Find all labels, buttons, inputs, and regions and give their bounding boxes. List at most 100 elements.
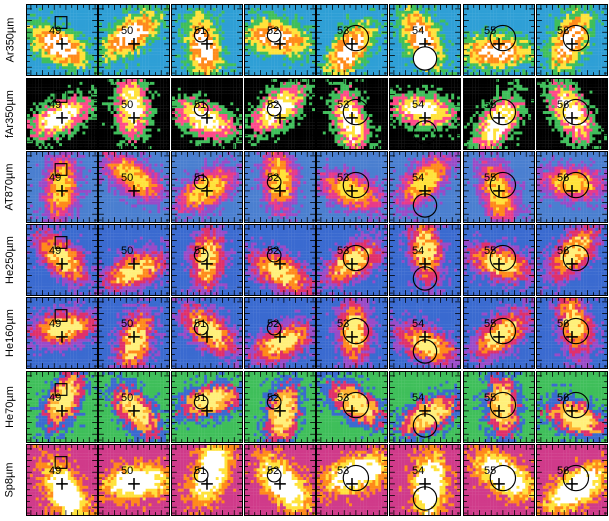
intensity-map bbox=[245, 152, 315, 222]
image-panel: 54 bbox=[389, 78, 461, 150]
square-marker bbox=[54, 90, 68, 103]
panel-overlay bbox=[317, 152, 387, 222]
intensity-map bbox=[99, 445, 169, 515]
square-marker bbox=[54, 383, 68, 396]
panel-overlay bbox=[27, 79, 97, 149]
row-label: He250µm bbox=[0, 224, 20, 296]
panel-number: 50 bbox=[121, 393, 133, 404]
panel-overlay bbox=[537, 372, 607, 442]
image-panel: 49 bbox=[26, 78, 98, 150]
circle-marker bbox=[193, 101, 209, 117]
image-panel: 49 bbox=[26, 371, 98, 443]
image-panel: 55 bbox=[463, 297, 535, 369]
circle-marker bbox=[562, 317, 590, 345]
panel-overlay bbox=[172, 225, 242, 295]
panel-number: 56 bbox=[557, 173, 569, 184]
panel-overlay bbox=[537, 225, 607, 295]
panel-overlay bbox=[464, 445, 534, 515]
image-panel: 53 bbox=[316, 151, 388, 223]
panel-overlay bbox=[27, 225, 97, 295]
image-panel: 53 bbox=[316, 78, 388, 150]
image-panel: 54 bbox=[389, 224, 461, 296]
circle-marker bbox=[412, 266, 438, 291]
panel-overlay bbox=[390, 372, 460, 442]
circle-marker bbox=[193, 467, 209, 483]
intensity-map bbox=[317, 152, 387, 222]
intensity-map bbox=[27, 79, 97, 149]
intensity-map bbox=[27, 225, 97, 295]
panel-number: 55 bbox=[484, 319, 496, 330]
circle-marker bbox=[193, 394, 209, 410]
panel-number: 51 bbox=[194, 246, 206, 257]
panel-overlay bbox=[27, 152, 97, 222]
image-panel: 50 bbox=[98, 224, 170, 296]
panel-overlay bbox=[245, 372, 315, 442]
image-panel: 51 bbox=[171, 297, 243, 369]
intensity-map bbox=[317, 5, 387, 75]
panel-overlay bbox=[464, 298, 534, 368]
intensity-map bbox=[99, 79, 169, 149]
row-label: He160µm bbox=[0, 297, 20, 369]
intensity-map bbox=[27, 298, 97, 368]
panel-overlay bbox=[317, 5, 387, 75]
intensity-map bbox=[390, 298, 460, 368]
intensity-map bbox=[390, 372, 460, 442]
image-panel: 52 bbox=[244, 371, 316, 443]
panel-number: 50 bbox=[121, 100, 133, 111]
image-panel: 54 bbox=[389, 371, 461, 443]
panel-number: 53 bbox=[337, 246, 349, 257]
panel-number: 56 bbox=[557, 100, 569, 111]
intensity-map bbox=[99, 225, 169, 295]
image-panel: 49 bbox=[26, 297, 98, 369]
panel-number: 56 bbox=[557, 246, 569, 257]
image-panel: 56 bbox=[536, 224, 608, 296]
circle-marker bbox=[412, 339, 438, 364]
panel-overlay bbox=[390, 5, 460, 75]
circle-marker bbox=[342, 464, 370, 492]
intensity-map bbox=[317, 225, 387, 295]
circle-marker bbox=[489, 391, 517, 419]
circle-marker bbox=[489, 317, 517, 345]
panel-overlay bbox=[464, 152, 534, 222]
panel-overlay bbox=[172, 298, 242, 368]
panel-number: 49 bbox=[49, 393, 61, 404]
image-panel: 53 bbox=[316, 444, 388, 516]
intensity-map bbox=[172, 5, 242, 75]
intensity-map bbox=[464, 79, 534, 149]
square-marker bbox=[54, 456, 68, 469]
panel-overlay bbox=[99, 79, 169, 149]
panel-number: 56 bbox=[557, 466, 569, 477]
panel-overlay bbox=[390, 152, 460, 222]
image-panel: 52 bbox=[244, 224, 316, 296]
panel-overlay bbox=[537, 152, 607, 222]
panel-number: 55 bbox=[484, 173, 496, 184]
image-panel: 50 bbox=[98, 444, 170, 516]
intensity-map bbox=[390, 445, 460, 515]
panel-number: 55 bbox=[484, 466, 496, 477]
intensity-map bbox=[537, 79, 607, 149]
panel-overlay bbox=[99, 298, 169, 368]
intensity-map bbox=[245, 5, 315, 75]
panel-number: 52 bbox=[267, 26, 279, 37]
circle-marker bbox=[266, 101, 282, 117]
intensity-map bbox=[317, 79, 387, 149]
image-panel: 51 bbox=[171, 444, 243, 516]
intensity-map bbox=[390, 79, 460, 149]
panel-overlay bbox=[245, 79, 315, 149]
panel-overlay bbox=[317, 445, 387, 515]
circle-marker bbox=[266, 394, 282, 410]
image-panel: 55 bbox=[463, 78, 535, 150]
panel-overlay bbox=[464, 79, 534, 149]
panel-overlay bbox=[245, 5, 315, 75]
image-panel: 56 bbox=[536, 297, 608, 369]
panel-overlay bbox=[464, 225, 534, 295]
panel-number: 55 bbox=[484, 246, 496, 257]
intensity-map bbox=[537, 225, 607, 295]
panel-overlay bbox=[317, 298, 387, 368]
intensity-map bbox=[464, 152, 534, 222]
intensity-map bbox=[99, 5, 169, 75]
panel-number: 49 bbox=[49, 26, 61, 37]
panel-number: 56 bbox=[557, 26, 569, 37]
panel-number: 51 bbox=[194, 466, 206, 477]
intensity-map bbox=[172, 79, 242, 149]
